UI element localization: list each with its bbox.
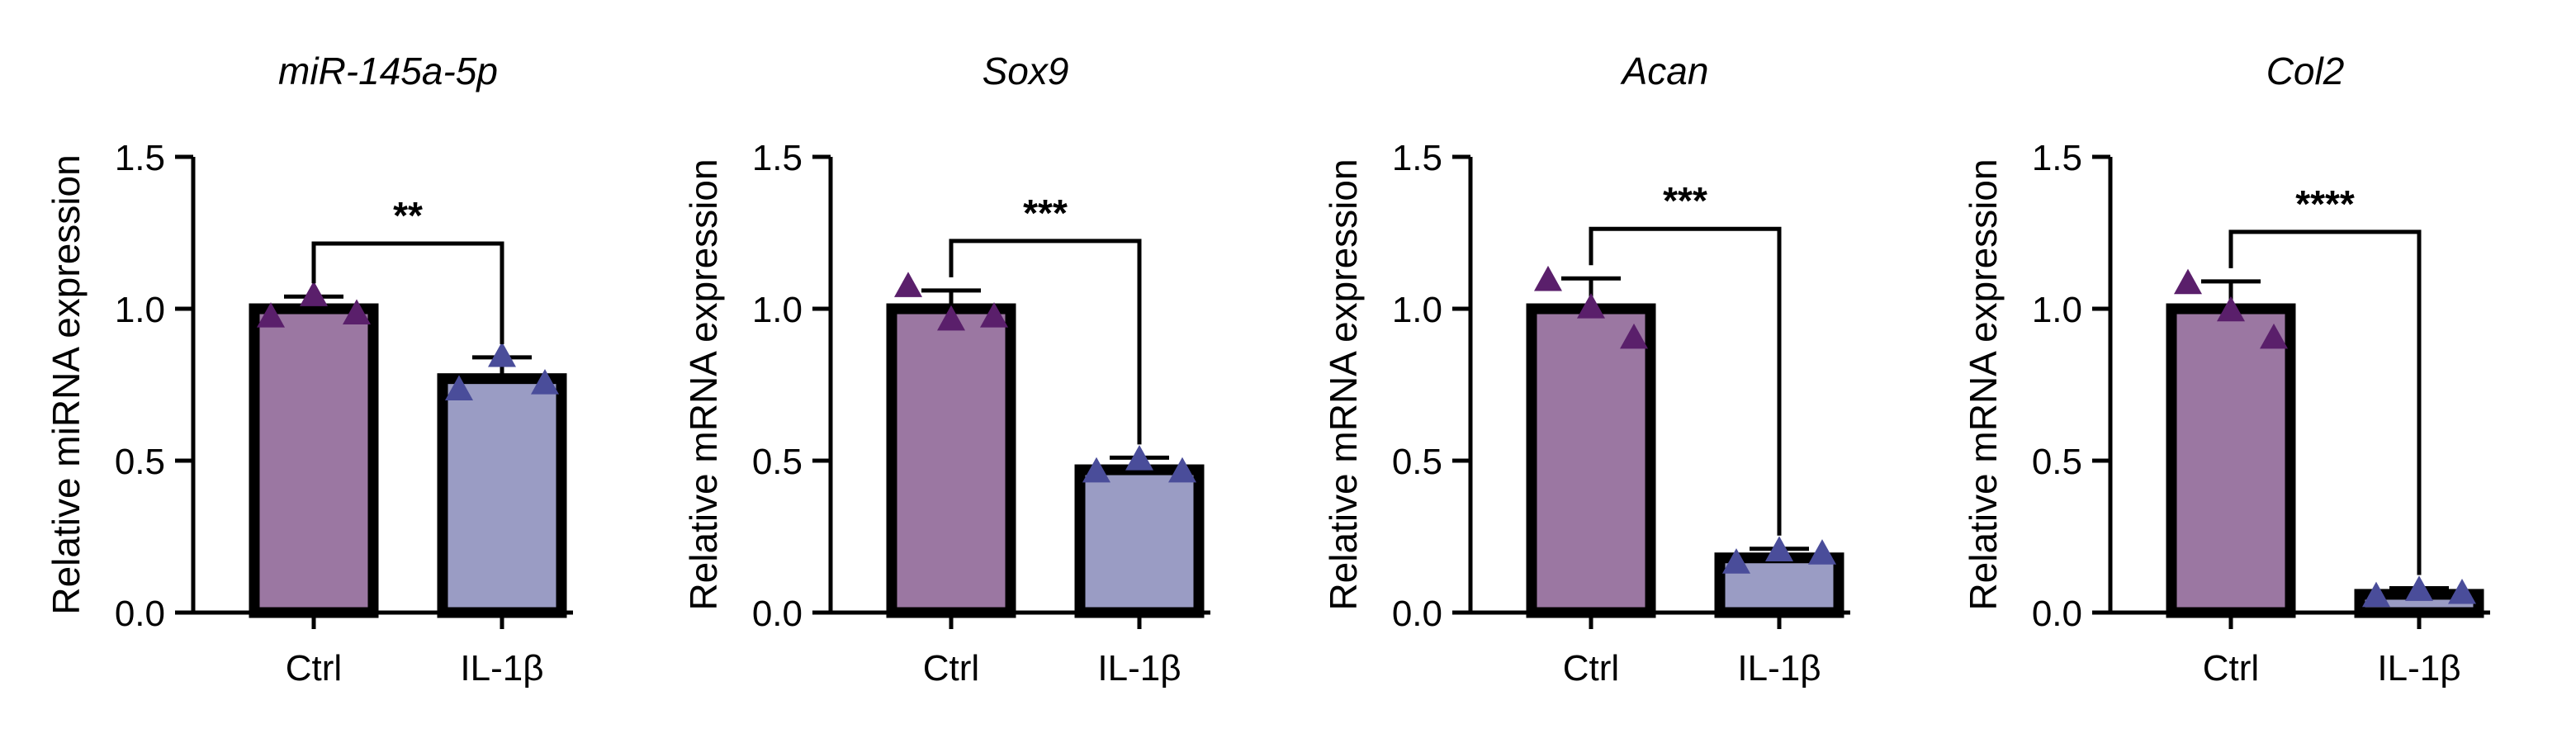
- data-point: [1534, 265, 1562, 291]
- y-tick-label: 1.0: [752, 290, 803, 330]
- chart-panel: Sox9 Relative mRNA expression 0.0 0.5 1.0 1.5…: [682, 50, 1210, 689]
- y-tick-label: 0.0: [115, 594, 165, 634]
- data-point: [1125, 445, 1153, 471]
- y-tick-label: 1.5: [752, 138, 803, 178]
- bar: [886, 303, 1016, 618]
- y-tick-label: 1.5: [1392, 138, 1442, 178]
- chart-title: miR-145a-5p: [278, 50, 498, 92]
- y-tick-label: 0.5: [752, 442, 803, 482]
- data-point: [531, 369, 559, 395]
- data-point: [1577, 293, 1605, 319]
- bar: [437, 373, 567, 618]
- bar: [2166, 303, 2296, 618]
- y-axis-label: Relative mRNA expression: [682, 159, 725, 610]
- y-tick-label: 1.0: [115, 290, 165, 330]
- bar: [1074, 464, 1205, 618]
- significance-label: ***: [1663, 179, 1707, 222]
- chart-title: Sox9: [983, 50, 1069, 92]
- x-tick-label: IL-1β: [1097, 648, 1181, 689]
- significance-bracket: [2228, 230, 2422, 575]
- y-tick-label: 0.0: [1392, 594, 1442, 634]
- data-point: [937, 305, 965, 331]
- data-point: [300, 281, 328, 306]
- x-tick-label: Ctrl: [923, 648, 979, 689]
- significance-label: ***: [1023, 192, 1068, 234]
- significance-label: **: [393, 194, 423, 237]
- data-point: [1765, 536, 1793, 562]
- y-tick-label: 1.0: [1392, 290, 1442, 330]
- data-point: [257, 302, 285, 328]
- x-tick-label: IL-1β: [460, 648, 543, 689]
- chart-title: Col2: [2266, 50, 2345, 92]
- data-point: [2448, 578, 2476, 604]
- data-point: [2217, 296, 2245, 322]
- y-tick-label: 1.5: [115, 138, 165, 178]
- y-tick-label: 0.5: [1392, 442, 1442, 482]
- data-point: [980, 302, 1008, 328]
- significance-bracket: [949, 239, 1142, 445]
- data-point: [445, 375, 473, 400]
- y-tick-label: 1.5: [2032, 138, 2082, 178]
- bar: [1526, 303, 1656, 618]
- data-point: [488, 341, 516, 367]
- data-point: [2362, 581, 2390, 608]
- x-tick-label: IL-1β: [1737, 648, 1821, 689]
- y-axis-label: Relative mRNA expression: [1962, 159, 2005, 610]
- chart-panel: miR-145a-5p Relative miRNA expression 0.0 0…: [45, 50, 573, 689]
- y-tick-label: 0.5: [2032, 442, 2082, 482]
- data-point: [1722, 548, 1750, 574]
- data-point: [2174, 268, 2202, 295]
- y-tick-label: 1.0: [2032, 290, 2082, 330]
- x-tick-label: Ctrl: [1563, 648, 1619, 689]
- x-tick-label: IL-1β: [2377, 648, 2460, 689]
- data-point: [894, 272, 922, 297]
- significance-bracket: [311, 241, 504, 344]
- x-tick-label: Ctrl: [286, 648, 342, 689]
- data-point: [2260, 323, 2288, 349]
- data-point: [1808, 539, 1836, 565]
- y-axis-label: Relative miRNA expression: [45, 154, 88, 614]
- data-point: [343, 299, 371, 324]
- significance-bracket: [1589, 226, 1782, 536]
- data-point: [1082, 457, 1110, 483]
- chart-panel: Col2 Relative mRNA expression 0.0 0.5 1.0 1.5…: [1962, 50, 2490, 689]
- y-axis-label: Relative mRNA expression: [1322, 159, 1365, 610]
- y-tick-label: 0.0: [752, 594, 803, 634]
- bar: [249, 303, 379, 618]
- data-point: [2405, 575, 2433, 601]
- y-tick-label: 0.5: [115, 442, 165, 482]
- chart-panel: Acan Relative mRNA expression 0.0 0.5 1.0 1.5…: [1322, 50, 1850, 689]
- data-point: [1620, 323, 1648, 349]
- chart-title: Acan: [1620, 50, 1709, 92]
- data-point: [1168, 457, 1196, 483]
- significance-label: ****: [2295, 182, 2355, 225]
- x-tick-label: Ctrl: [2203, 648, 2259, 689]
- y-tick-label: 0.0: [2032, 594, 2082, 634]
